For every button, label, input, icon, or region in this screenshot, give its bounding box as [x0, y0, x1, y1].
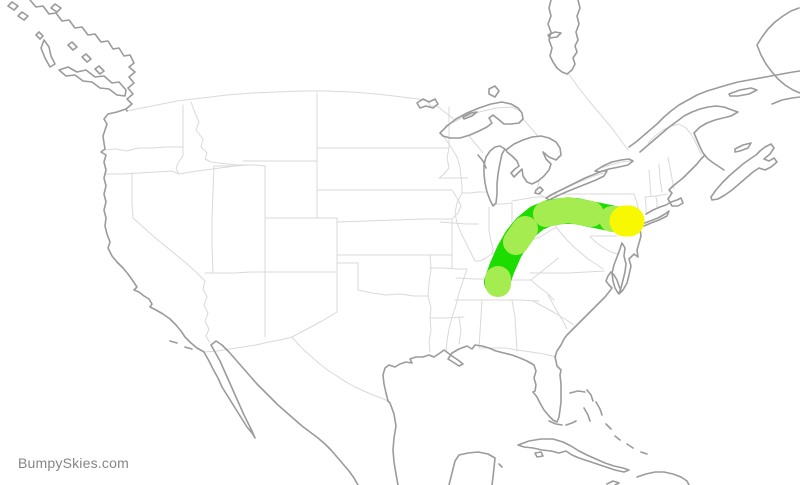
- st-lawrence-south-shore-gaspe: [639, 105, 739, 153]
- lake-huron: [505, 135, 562, 185]
- yucatan-peninsula: [448, 451, 503, 485]
- coastal-islets: [67, 41, 105, 75]
- bahamas: [569, 389, 648, 455]
- route-segment-light-2: [533, 197, 604, 227]
- vancouver-island: [58, 66, 127, 97]
- lake-of-the-woods: [416, 98, 439, 109]
- long-island: [641, 210, 670, 227]
- state-borders: [103, 72, 702, 402]
- pacific-coast-baja-mexico: [100, 108, 359, 485]
- newfoundland: [756, 7, 800, 105]
- lake-ontario: [594, 158, 634, 173]
- lake-superior: [439, 101, 524, 139]
- green-bay: [477, 154, 487, 169]
- watermark-text: BumpySkies.com: [18, 455, 129, 471]
- flight-route: [484, 197, 645, 297]
- lake-michigan: [483, 145, 506, 207]
- gulf-atlantic-coast: [382, 218, 644, 423]
- new-england-coast: [645, 154, 706, 215]
- hispaniola: [636, 471, 690, 485]
- anticosti-island: [728, 87, 758, 97]
- coastlines: [7, 0, 800, 485]
- haida-gwaii: [35, 31, 56, 68]
- akimiski-island: [547, 31, 562, 39]
- lake-erie: [545, 170, 608, 201]
- bc-mainland-coast: [29, 0, 136, 112]
- route-segment-light-1: [503, 216, 538, 255]
- lake-st-clair: [534, 186, 544, 195]
- prince-edward-island: [734, 142, 752, 153]
- mexico-gulf-coast: [387, 400, 399, 485]
- james-bay: [547, 0, 581, 75]
- cuba: [517, 438, 630, 473]
- florida-keys: [548, 420, 577, 426]
- channel-islands: [169, 340, 193, 350]
- st-lawrence-north-shore: [628, 70, 800, 148]
- lake-nipigon: [488, 85, 500, 98]
- jamaica: [606, 480, 620, 485]
- bc-islets: [7, 1, 62, 21]
- new-brunswick-fundy-coast: [693, 132, 725, 171]
- nova-scotia: [710, 143, 778, 201]
- isle-royale: [462, 111, 478, 120]
